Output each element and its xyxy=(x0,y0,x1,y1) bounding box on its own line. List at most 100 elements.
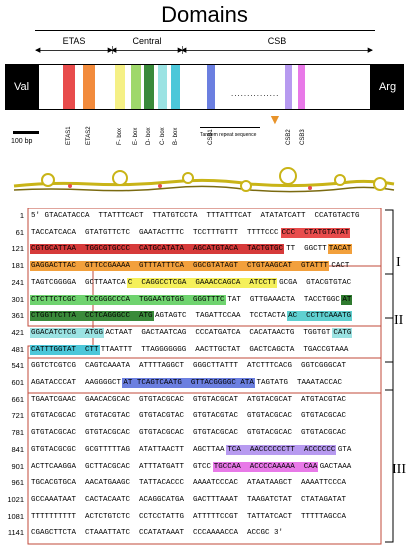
region-i-bracket xyxy=(385,209,394,319)
highlighted-sequence: AT xyxy=(341,294,353,305)
highlighted-sequence: CCC CTATGTATAT xyxy=(280,227,351,238)
sequence-row: 1021 GCCAAATAAT CACTACAATC ACAGGCATGA GAC… xyxy=(0,492,409,508)
sequence-text: GTA xyxy=(337,445,352,454)
etas-domain-label: ETAS xyxy=(62,36,86,46)
sequence-text: GTGTACGCAC GTGTACGTAC GTGTACGTAC GTGTACG… xyxy=(31,412,347,421)
sequence-text: CACT xyxy=(331,262,350,271)
sequence-text: TAT GTTGAAACTA TACCTGGC xyxy=(227,295,340,304)
sequence-position: 901 xyxy=(11,461,24,471)
central-domain-label: Central xyxy=(132,36,162,46)
sequence-position: 1141 xyxy=(7,528,24,538)
highlighted-sequence: CGTGCATTAA TGGCGTGCCC CATGCATATA AGCATGT… xyxy=(30,244,285,255)
sequence-position: 61 xyxy=(15,227,24,237)
sequence-row: 121 CGTGCATTAA TGGCGTGCCC CATGCATATA AGCA… xyxy=(0,241,409,257)
highlighted-sequence: TGCCAA ACCCCAAAAA CAA xyxy=(212,461,319,472)
sequence-position: 301 xyxy=(11,294,24,304)
sequence-text: TAGTCGGGGA GCTTAATCA xyxy=(31,278,126,287)
sequence-text: GTGTACGCAC GTGTACGCAC GTGTACGCAC GTGTACG… xyxy=(31,429,347,438)
sequence-row: 481 CATTTGGTAT CTT TTAATTT TTAGGGGGGG AACT… xyxy=(0,342,409,358)
hairpin-loop xyxy=(41,173,55,187)
sequence-position: 1 xyxy=(19,211,24,220)
central-domain-arrow: ◀ ▶ xyxy=(111,47,183,54)
highlighted-sequence: CTCTTCTCGC TCCGGGCCCA TGGAATGTGG GGGTTTC xyxy=(30,294,226,305)
sequence-position: 541 xyxy=(11,361,24,371)
highlighted-sequence: TCA AACCCCCCTT ACCCCCC xyxy=(226,444,337,455)
scale-bar xyxy=(13,131,39,134)
sequence-text: ACTAAT GACTAATCAG CCCATGATCA CACATAACTG … xyxy=(105,328,331,337)
arg-trna-box: Arg xyxy=(371,64,404,110)
region-iii-label: III xyxy=(392,462,406,477)
sequence-position: 841 xyxy=(11,444,24,454)
tandem-repeat-arrow xyxy=(200,127,260,128)
sequence-row: 901 ACTTCAAGGA GCTTACGCAC ATTTATGATT GTCC… xyxy=(0,459,409,475)
sequence-text: TAGTATG TAAATACCAC xyxy=(256,379,342,387)
csb2-band xyxy=(285,65,292,109)
marker-arrow-icon: ▼ xyxy=(268,111,282,127)
sequence-row: 301 CTCTTCTCGC TCCGGGCCCA TGGAATGTGG GGGT… xyxy=(0,292,409,308)
csb-domain-label: CSB xyxy=(267,36,287,46)
e-box-band xyxy=(131,65,141,109)
title-underline xyxy=(35,30,375,31)
highlighted-sequence: GAGGACTTAC GTTCCGAAAA GTTTATTTCA GGCGTAT… xyxy=(30,261,330,272)
sequence-text: TTAATTT TTAGGGGGGG AACTTGCTAT GACTCAGCTA… xyxy=(100,345,349,354)
hairpin-loop xyxy=(112,170,128,186)
sequence-text: CGAGCTTCTA CTAAATTATC CCATATAAAT CCCAAAA… xyxy=(31,529,284,538)
highlighted-sequence: C CAGGCCTCGA GAAACCAGCA ATCCTT xyxy=(126,277,278,288)
hairpin-loop xyxy=(334,174,346,186)
sequence-row: 541 GGTCTCGTCG CAGTCAAATA ATTTTAGGCT GGGC… xyxy=(0,358,409,374)
sequence-position: 1081 xyxy=(7,511,24,521)
sequence-text: TGAATCGAAC GAACACGCAC GTGTACGCAC GTGTACG… xyxy=(31,395,347,404)
sequence-row: 61 TACCATCACA GTATGTTCTC GAATACTTTC TCCTT… xyxy=(0,225,409,241)
etas-domain-arrow: ◀ ▶ xyxy=(35,47,113,54)
repeat-ellipsis: ............... xyxy=(231,89,280,98)
region-iii-bracket xyxy=(385,361,394,543)
csb-domain-arrow: ◀ ▶ xyxy=(181,47,373,54)
c-box-label: C- box xyxy=(160,127,166,145)
tandem-repeat-label: Tandem repeat sequence xyxy=(200,132,257,138)
sequence-row: 841 GTGTACGCGC GCGTTTTTAG ATATTAACTT AGCT… xyxy=(0,442,409,458)
sequence-row: 421 GGACATCTCG ATGG ACTAAT GACTAATCAG CCCA… xyxy=(0,325,409,341)
etas2-label: ETAS2 xyxy=(86,126,92,145)
sequence-row: 601 AGATACCCAT AAGGGGCT AT TCAGTCAATG GTTA… xyxy=(0,375,409,391)
region-ii-bracket xyxy=(385,273,394,391)
highlighted-sequence: GGACATCTCG ATGG xyxy=(30,327,105,338)
hairpin-loop xyxy=(279,167,297,185)
f-box-label: F- box xyxy=(117,127,123,145)
sequence-position: 781 xyxy=(11,428,24,438)
sequence-position: 181 xyxy=(11,261,24,271)
highlighted-sequence: AC CCTTCAAATG xyxy=(287,311,353,322)
hairpin-stem xyxy=(13,178,395,193)
val-trna-box: Val xyxy=(5,64,38,110)
sequence-row: 961 TGCACGTGCA AACATGAAGC TATTACACCC AAAA… xyxy=(0,475,409,491)
control-region-bar xyxy=(38,64,371,110)
b-box-band xyxy=(171,65,180,109)
region-ii-label: II xyxy=(394,313,404,328)
sequence-row: 181 GAGGACTTAC GTTCCGAAAA GTTTATTTCA GGCG… xyxy=(0,258,409,274)
d-box-label: D- box xyxy=(146,127,152,145)
etas1-label: ETAS1 xyxy=(66,126,72,145)
sequence-row: 1 5' GTACATACCA TTATTTCACT TTATGTCCTA TTT… xyxy=(0,208,409,224)
sequence-row: 1141 CGAGCTTCTA CTAAATTATC CCATATAAAT CCC… xyxy=(0,525,409,541)
sequence-row: 661 TGAATCGAAC GAACACGCAC GTGTACGCAC GTGT… xyxy=(0,392,409,408)
highlighted-sequence: AT TCAGTCAATG GTTACGGGGC ATA xyxy=(122,378,255,388)
highlighted-sequence: CATTTGGTAT CTT xyxy=(30,344,100,355)
etas2-band xyxy=(83,65,95,109)
sequence-text: TACCATCACA GTATGTTCTC GAATACTTTC TCCTTTG… xyxy=(31,228,279,237)
sequence-row: 1081 TTTTTTTTTT ACTCTGTCTC CCTCCTATTG ATT… xyxy=(0,509,409,525)
b-box-label: B- box xyxy=(173,127,179,145)
f-box-band xyxy=(115,65,125,109)
stem-highlight xyxy=(158,184,162,188)
d-box-band xyxy=(144,65,154,109)
region-iii-frame xyxy=(27,357,382,545)
sequence-position: 121 xyxy=(11,244,24,254)
sequence-text: ACTTCAAGGA GCTTACGCAC ATTTATGATT GTCC xyxy=(31,462,212,471)
sequence-row: 781 GTGTACGCAC GTGTACGCAC GTGTACGCAC GTGT… xyxy=(0,425,409,441)
etas1-band xyxy=(63,65,75,109)
highlighted-sequence: TACAT xyxy=(327,244,353,255)
domain-bar: Val Arg xyxy=(5,64,404,110)
stem-highlight xyxy=(68,184,72,188)
sequence-position: 721 xyxy=(11,411,24,421)
domain-divider xyxy=(112,46,113,54)
hairpin-loop xyxy=(182,172,194,184)
sequence-text: TGCACGTGCA AACATGAAGC TATTACACCC AAAATCC… xyxy=(31,479,347,488)
